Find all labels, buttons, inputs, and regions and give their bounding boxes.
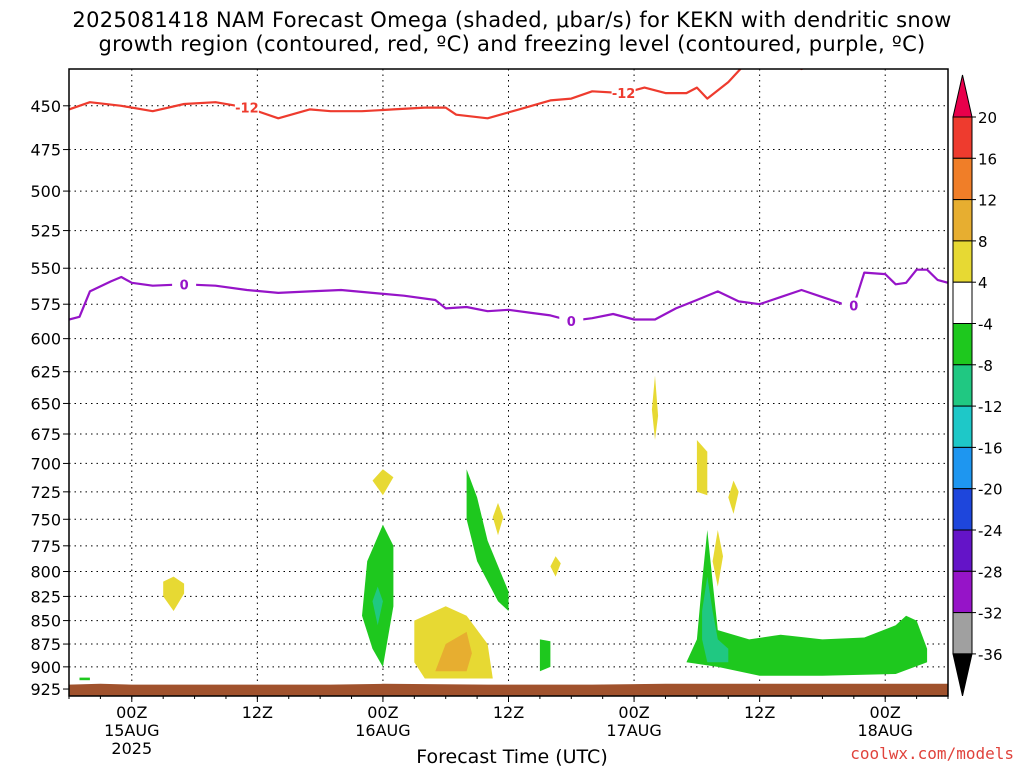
chart-title-line2: growth region (contoured, red, ºC) and f… xyxy=(98,32,926,56)
y-tick-label: 625 xyxy=(30,363,61,382)
y-tick-label: 475 xyxy=(30,141,61,160)
y-tick-label: 900 xyxy=(30,658,61,677)
x-tick-label: 00Z xyxy=(367,703,398,722)
omega-region xyxy=(492,502,504,536)
x-tick-year: 2025 xyxy=(111,739,152,758)
colorbar: 20 16 12 8 4 -4 -8 -12 -16 -20 -24 -28 -32 -36 xyxy=(952,74,1003,697)
x-tick-label: 00Z xyxy=(870,703,901,722)
colorbar-swatch xyxy=(952,116,973,159)
omega-region xyxy=(372,586,383,626)
omega-region xyxy=(686,530,928,676)
y-tick-label: 725 xyxy=(30,483,61,502)
colorbar-swatch xyxy=(952,446,973,490)
colorbar-label: -4 xyxy=(978,316,993,334)
omega-region xyxy=(539,639,551,672)
y-tick-label: 450 xyxy=(30,97,61,116)
y-tick-label: 650 xyxy=(30,394,61,413)
colorbar-label: -36 xyxy=(978,646,1003,664)
x-tick-label: 00Z xyxy=(116,703,147,722)
colorbar-top-arrow xyxy=(952,74,973,118)
x-tick-label: 12Z xyxy=(744,703,775,722)
omega-region xyxy=(696,440,708,496)
colorbar-swatch xyxy=(952,570,973,614)
colorbar-swatch xyxy=(952,281,973,325)
colorbar-label: -8 xyxy=(978,357,993,375)
x-tick-date: 15AUG xyxy=(104,721,159,740)
contour-label-bg xyxy=(172,276,197,292)
contour-layer: -12 -12 0 0 0 xyxy=(69,69,948,330)
y-tick-label: 750 xyxy=(30,510,61,529)
x-tick-label: 00Z xyxy=(618,703,649,722)
y-axis: 450 475 500 525 550 575 600 625 650 675 700 725 750 7… xyxy=(30,97,69,699)
colorbar-bottom-arrow xyxy=(952,653,973,697)
colorbar-label: -28 xyxy=(978,563,1003,581)
colorbar-label: -20 xyxy=(978,481,1003,499)
colorbar-label: 20 xyxy=(978,109,997,127)
y-tick-label: 675 xyxy=(30,425,61,444)
colorbar-label: -12 xyxy=(978,398,1003,416)
contour-label: -12 xyxy=(612,87,636,102)
colorbar-swatch xyxy=(952,529,973,572)
colorbar-label: -16 xyxy=(978,439,1003,457)
colorbar-label: 12 xyxy=(978,192,997,210)
contour-label-bg xyxy=(611,85,636,101)
y-tick-label: 500 xyxy=(30,182,61,201)
y-tick-label: 575 xyxy=(30,295,61,314)
omega-region xyxy=(435,631,472,672)
contour-label-bg xyxy=(559,312,584,328)
omega-region xyxy=(372,469,394,496)
contour-line xyxy=(69,69,742,120)
y-tick-label: 875 xyxy=(30,635,61,654)
colorbar-swatch xyxy=(952,364,973,407)
x-axis-title: Forecast Time (UTC) xyxy=(416,746,608,768)
contour-line xyxy=(798,69,805,71)
y-tick-label: 550 xyxy=(30,259,61,278)
contour-label-bg xyxy=(234,99,259,115)
colorbar-swatch xyxy=(952,612,973,655)
y-tick-label: 925 xyxy=(30,680,61,699)
colorbar-swatch xyxy=(952,240,973,283)
contour-label: 0 xyxy=(567,315,576,330)
colorbar-swatch xyxy=(952,405,973,448)
omega-region xyxy=(712,530,723,587)
colorbar-label: -32 xyxy=(978,605,1003,623)
y-tick-label: 600 xyxy=(30,330,61,349)
y-tick-label: 825 xyxy=(30,587,61,606)
credit-text: coolwx.com/models xyxy=(850,744,1014,763)
contour-label: 0 xyxy=(180,278,189,293)
x-tick-date: 18AUG xyxy=(858,721,913,740)
x-tick-label: 12Z xyxy=(242,703,273,722)
y-tick-label: 525 xyxy=(30,222,61,241)
colorbar-swatch xyxy=(952,157,973,201)
colorbar-label: 16 xyxy=(978,150,997,168)
contour-label-bg xyxy=(841,297,866,313)
omega-region xyxy=(651,375,659,440)
colorbar-swatch xyxy=(952,488,973,531)
colorbar-label: 4 xyxy=(978,274,988,292)
x-tick-label: 12Z xyxy=(493,703,524,722)
colorbar-label: -24 xyxy=(978,522,1003,540)
ground-surface xyxy=(69,683,948,696)
omega-region xyxy=(728,480,739,514)
contour-label: -12 xyxy=(235,102,259,117)
omega-region xyxy=(466,469,509,611)
y-tick-label: 775 xyxy=(30,537,61,556)
x-tick-date: 17AUG xyxy=(606,721,661,740)
y-tick-label: 800 xyxy=(30,563,61,582)
omega-region xyxy=(79,677,90,681)
y-tick-label: 850 xyxy=(30,612,61,631)
x-tick-date: 16AUG xyxy=(355,721,410,740)
chart-title-line1: 2025081418 NAM Forecast Omega (shaded, μ… xyxy=(72,8,952,32)
omega-region xyxy=(550,556,561,577)
contour-label: 0 xyxy=(849,300,858,315)
colorbar-swatch xyxy=(952,199,973,242)
colorbar-swatch xyxy=(952,323,973,366)
omega-shading-layer xyxy=(69,375,948,696)
omega-region xyxy=(702,576,729,663)
omega-region xyxy=(163,576,185,611)
colorbar-label: 8 xyxy=(978,233,988,251)
y-tick-label: 700 xyxy=(30,454,61,473)
